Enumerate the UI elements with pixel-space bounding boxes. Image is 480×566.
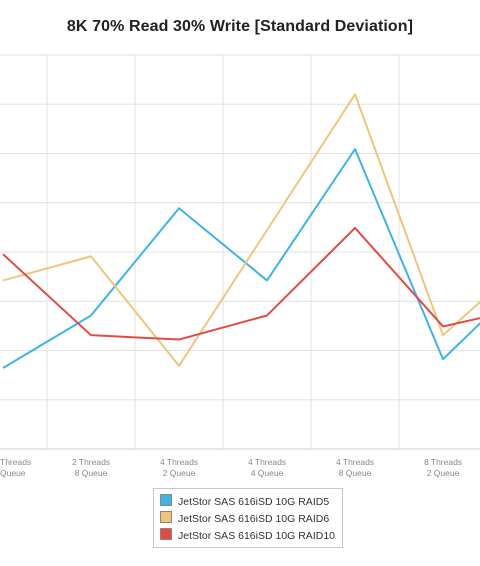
chart-legend: JetStor SAS 616iSD 10G RAID5 JetStor SAS… — [153, 488, 343, 548]
x-tick-label: 8 Queue — [75, 468, 108, 478]
x-tick-label: 4 Threads — [336, 457, 374, 467]
x-tick-label: 4 Threads — [248, 457, 286, 467]
legend-swatch-raid5 — [160, 494, 172, 506]
legend-swatch-raid6 — [160, 511, 172, 523]
legend-item-raid10[interactable]: JetStor SAS 616iSD 10G RAID10 — [160, 528, 335, 542]
x-tick-label: 2 Queue — [163, 468, 196, 478]
x-tick-label: 2 Threads — [72, 457, 110, 467]
x-tick-label: 2 Queue — [427, 468, 460, 478]
x-tick-label: Threads — [0, 457, 31, 467]
legend-label-raid6: JetStor SAS 616iSD 10G RAID6 — [178, 513, 330, 525]
series-line-raid10 — [2, 226, 480, 341]
series-lines — [2, 93, 480, 369]
x-tick-label: 4 Queue — [251, 468, 284, 478]
x-tick-label: 8 Queue — [339, 468, 372, 478]
legend-label-raid5: JetStor SAS 616iSD 10G RAID5 — [178, 496, 330, 508]
legend-label-raid10: JetStor SAS 616iSD 10G RAID10 — [178, 530, 335, 542]
series-line-raid6 — [2, 93, 480, 367]
legend-item-raid6[interactable]: JetStor SAS 616iSD 10G RAID6 — [160, 511, 329, 525]
legend-swatch-raid10 — [160, 528, 172, 540]
series-line-raid5 — [2, 148, 480, 369]
grid-lines — [0, 54, 480, 450]
legend-item-raid5[interactable]: JetStor SAS 616iSD 10G RAID5 — [160, 494, 329, 508]
x-tick-label: 8 Threads — [424, 457, 462, 467]
x-tick-label: 4 Threads — [160, 457, 198, 467]
chart-title: 8K 70% Read 30% Write [Standard Deviatio… — [66, 18, 414, 35]
x-tick-label: Queue — [0, 468, 26, 478]
